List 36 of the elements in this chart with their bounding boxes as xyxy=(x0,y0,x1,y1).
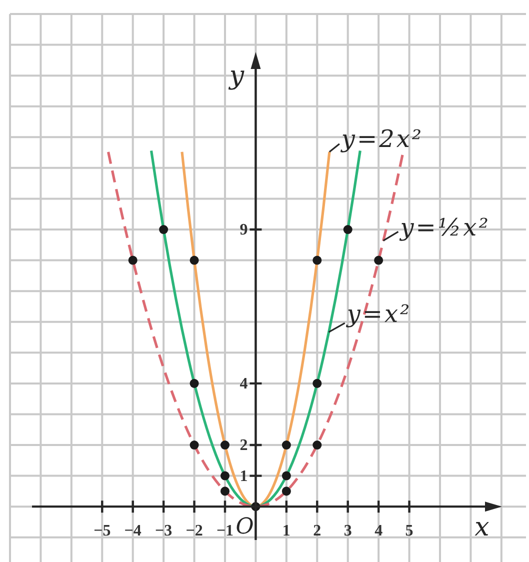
x-tick-label: −1 xyxy=(216,522,234,540)
point xyxy=(282,471,291,480)
x-tick-label: 5 xyxy=(405,522,414,540)
series-label: y=½x² xyxy=(399,214,490,242)
point xyxy=(282,486,291,496)
x-tick-label: 4 xyxy=(374,522,383,540)
x-axis-title: x xyxy=(474,512,490,543)
point xyxy=(128,256,138,265)
point xyxy=(374,256,384,265)
y-tick-label: 4 xyxy=(240,375,248,392)
point xyxy=(312,256,322,265)
point xyxy=(190,440,199,450)
y-tick-label: 1 xyxy=(240,468,248,485)
x-tick-label: −5 xyxy=(94,522,111,540)
series-label: y=2x² xyxy=(340,124,424,153)
series-label: y=x² xyxy=(346,300,412,328)
point xyxy=(220,486,230,496)
x-tick-label: −2 xyxy=(186,522,203,540)
y-tick-label: 2 xyxy=(240,437,248,454)
point xyxy=(159,225,168,234)
x-tick-label: 3 xyxy=(344,522,352,540)
y-axis-title: y xyxy=(228,61,244,91)
x-tick-label: −3 xyxy=(155,522,172,540)
point xyxy=(220,440,230,450)
y-tick-label: 9 xyxy=(240,222,248,239)
x-tick-label: 2 xyxy=(313,522,322,540)
point xyxy=(282,440,291,450)
point xyxy=(190,378,199,388)
point xyxy=(312,440,322,450)
point xyxy=(220,471,230,480)
point xyxy=(343,225,352,234)
point xyxy=(312,378,322,388)
x-tick-label: −4 xyxy=(124,522,142,540)
annotation: O xyxy=(236,514,254,540)
point xyxy=(190,256,199,265)
x-tick-label: 1 xyxy=(282,522,290,540)
